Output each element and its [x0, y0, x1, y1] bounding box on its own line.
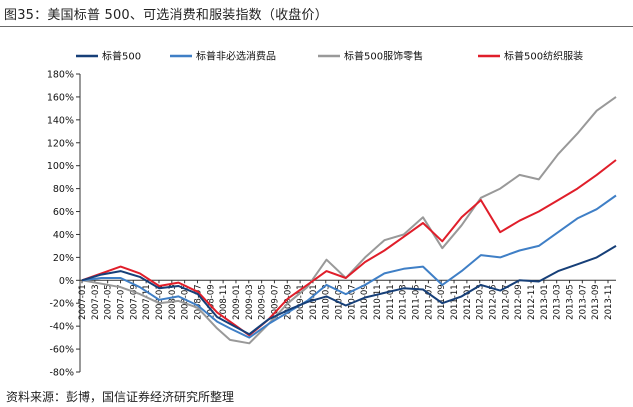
x-tick-label: 2012-11 [527, 284, 537, 320]
y-tick-label: 0% [59, 276, 74, 287]
x-tick-label: 2013-05 [566, 284, 576, 320]
x-tick-label: 2008-07 [193, 284, 203, 320]
legend-label-retail: 标普500服饰零售 [344, 50, 423, 63]
x-tick-label: 2011-01 [386, 284, 396, 320]
legend-label-apparel: 标普500纺织服装 [504, 50, 583, 63]
chart-legend: 标普500 标普非必选消费品 标普500服饰零售 标普500纺织服装 [76, 50, 583, 63]
x-tick-label: 2012-03 [476, 284, 486, 320]
x-tick-label: 2009-11 [296, 284, 306, 320]
x-tick-label: 2008-11 [219, 284, 229, 320]
y-tick-label: -80% [49, 368, 74, 379]
x-tick-label: 2007-11 [142, 284, 152, 320]
x-tick-label: 2009-05 [258, 284, 268, 320]
y-tick-label: -60% [49, 345, 74, 356]
y-tick-label: 60% [53, 207, 74, 218]
x-tick-label: 2007-01 [78, 284, 88, 320]
x-tick-label: 2013-11 [604, 284, 614, 320]
x-tick-label: 2013-09 [591, 284, 601, 320]
x-tick-label: 2008-09 [206, 284, 216, 320]
y-tick-label: 140% [47, 115, 74, 126]
x-tick-label: 2011-07 [424, 284, 434, 320]
x-tick-label: 2009-07 [270, 284, 280, 320]
figure-title: 图35：美国标普 500、可选消费和服装指数（收盘价） [4, 8, 328, 23]
y-tick-label: 180% [47, 70, 74, 81]
source-note: 资料来源：彭博，国信证券经济研究所整理 [6, 390, 235, 404]
legend-label-sp500: 标普500 [102, 50, 141, 63]
x-tick-label: 2013-07 [578, 284, 588, 320]
series-line-sp500 [81, 245, 617, 336]
x-tick-label: 2012-01 [463, 284, 473, 320]
x-tick-label: 2009-01 [232, 284, 242, 320]
x-tick-label: 2008-01 [155, 284, 165, 320]
x-tick-label: 2011-05 [412, 284, 422, 320]
y-tick-label: -20% [49, 299, 74, 310]
title-divider [0, 26, 633, 27]
x-tick-label: 2011-03 [399, 284, 409, 320]
x-tick-label: 2010-01 [309, 284, 319, 320]
x-tick-label: 2010-11 [373, 284, 383, 320]
x-tick-label: 2012-05 [489, 284, 499, 320]
x-tick-label: 2007-09 [129, 284, 139, 320]
x-tick-label: 2010-03 [322, 284, 332, 320]
x-tick-label: 2012-09 [514, 284, 524, 320]
x-tick-label: 2011-11 [450, 284, 460, 320]
y-tick-label: 40% [53, 230, 74, 241]
y-tick-label: 80% [53, 184, 74, 195]
x-tick-label: 2009-03 [245, 284, 255, 320]
x-tick-label: 2013-01 [540, 284, 550, 320]
x-tick-label: 2010-09 [360, 284, 370, 320]
x-tick-label: 2008-05 [181, 284, 191, 320]
x-tick-label: 2007-07 [116, 284, 126, 320]
series-line-apparel [81, 159, 617, 337]
y-tick-label: 160% [47, 92, 74, 103]
y-tick-label: -40% [49, 322, 74, 333]
y-tick-label: 120% [47, 138, 74, 149]
y-axis: -80% -60% -40% -20% 0% 20% 40% 60% 80% 100% 120% 14… [47, 70, 81, 379]
y-tick-label: 100% [47, 161, 74, 172]
x-tick-label: 2007-05 [104, 284, 114, 320]
y-tick-label: 20% [53, 253, 74, 264]
series-line-discretionary [81, 194, 617, 339]
legend-label-discretionary: 标普非必选消费品 [196, 50, 276, 63]
x-tick-label: 2013-03 [553, 284, 563, 320]
x-tick-label: 2012-07 [501, 284, 511, 320]
plot-area [81, 96, 617, 345]
x-tick-label: 2007-03 [91, 284, 101, 320]
